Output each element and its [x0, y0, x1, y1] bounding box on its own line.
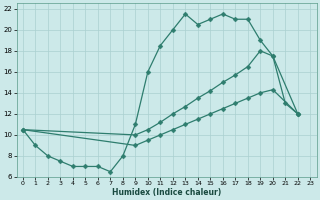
X-axis label: Humidex (Indice chaleur): Humidex (Indice chaleur)	[112, 188, 221, 197]
